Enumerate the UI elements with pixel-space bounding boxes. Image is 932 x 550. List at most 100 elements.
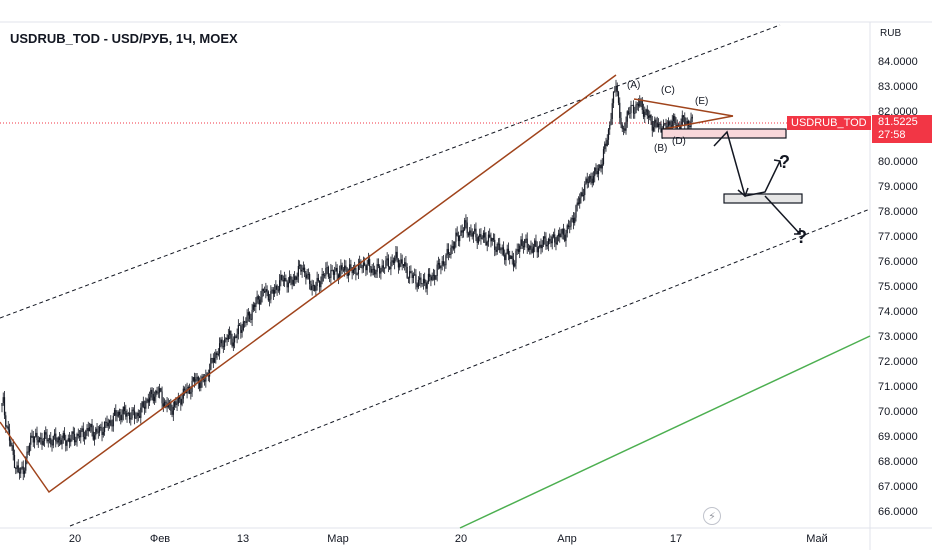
- candle-body: [509, 255, 511, 259]
- candle-body: [562, 228, 565, 235]
- candle-body: [630, 105, 632, 114]
- candle-body: [504, 254, 506, 261]
- candle-body: [580, 192, 582, 198]
- candle-body: [319, 280, 321, 288]
- candle-body: [445, 255, 447, 266]
- candle-body: [267, 291, 269, 301]
- candle-body: [646, 109, 648, 116]
- candle-body: [316, 277, 318, 287]
- candle-body: [534, 240, 536, 247]
- candle-body: [564, 234, 566, 241]
- candle-body: [449, 253, 451, 255]
- candle-body: [352, 269, 354, 274]
- candle-body: [627, 111, 630, 114]
- candle-body: [135, 417, 137, 419]
- projection-path-up: [713, 130, 781, 197]
- candle-body: [36, 432, 38, 441]
- candle-body: [175, 401, 177, 405]
- candle-body: [299, 264, 301, 267]
- candle-body: [281, 274, 283, 281]
- candle-body: [606, 139, 608, 146]
- candle-body: [341, 265, 343, 270]
- candle-body: [26, 451, 28, 459]
- candle-body: [88, 427, 91, 432]
- candle-body: [171, 410, 173, 415]
- candle-body: [594, 167, 596, 177]
- candle-body: [499, 243, 501, 251]
- candle-body: [380, 270, 382, 274]
- lightning-icon[interactable]: ⚡: [703, 507, 721, 525]
- candle-body: [309, 274, 311, 284]
- candle-body: [519, 245, 521, 252]
- candle-body: [187, 387, 189, 389]
- candle-body: [148, 397, 151, 403]
- candle-body: [641, 99, 643, 110]
- candle-body: [452, 246, 455, 249]
- candle-body: [576, 202, 578, 206]
- candle-body: [23, 470, 26, 474]
- candle-body: [76, 434, 78, 441]
- candle-body: [251, 309, 253, 320]
- candle-body: [317, 277, 319, 281]
- candle-body: [667, 121, 670, 127]
- candle-body: [11, 445, 13, 447]
- candle-body: [531, 248, 533, 253]
- candle-body: [644, 111, 646, 117]
- candle-body: [469, 230, 471, 236]
- candle-body: [525, 238, 527, 240]
- candle-body: [394, 257, 396, 264]
- candle-body: [15, 468, 17, 469]
- candle-body: [426, 282, 428, 289]
- candle-body: [584, 184, 586, 196]
- candle-body: [63, 433, 66, 441]
- candle-body: [582, 195, 585, 197]
- candle-body: [410, 271, 412, 274]
- candle-body: [117, 411, 119, 417]
- candle-body: [494, 239, 496, 250]
- candle-body: [467, 233, 470, 236]
- candle-body: [510, 255, 512, 259]
- candle-body: [424, 278, 426, 284]
- candle-body: [460, 230, 462, 236]
- candle-body: [481, 237, 483, 239]
- candle-body: [321, 273, 323, 282]
- candle-body: [399, 263, 401, 268]
- candle-body: [466, 222, 468, 234]
- candle-body: [507, 248, 510, 256]
- candle-body: [616, 86, 618, 93]
- candle-body: [93, 435, 96, 440]
- candle-body: [415, 274, 417, 284]
- last-price-value: 81.5225: [878, 116, 918, 128]
- candle-body: [16, 465, 18, 469]
- candle-body: [474, 228, 476, 232]
- candle-body: [110, 420, 112, 426]
- triangle-upper-line: [633, 98, 734, 117]
- candle-body: [672, 116, 675, 121]
- candle-body: [312, 285, 314, 287]
- candle-body: [559, 233, 561, 238]
- candle-body: [108, 420, 111, 423]
- candle-body: [33, 436, 36, 443]
- candle-body: [72, 431, 74, 434]
- candle-body: [589, 175, 591, 182]
- candle-body: [53, 433, 56, 436]
- candle-body: [137, 413, 139, 417]
- candle-body: [624, 128, 626, 131]
- candle-body: [136, 413, 138, 418]
- candle-body: [152, 393, 154, 401]
- candle-body: [296, 276, 298, 280]
- candle-body: [471, 233, 473, 237]
- candle-body: [75, 440, 77, 443]
- candle-body: [342, 269, 344, 271]
- price-tick-label: 71.0000: [878, 381, 918, 393]
- candle-body: [514, 263, 516, 267]
- candle-body: [389, 266, 391, 270]
- candle-body: [417, 279, 420, 288]
- candle-body: [300, 264, 302, 272]
- channel-lower-line: [69, 208, 871, 527]
- candle-body: [51, 444, 53, 446]
- candle-body: [357, 264, 359, 275]
- candle-body: [659, 123, 661, 125]
- candle-body: [305, 272, 307, 279]
